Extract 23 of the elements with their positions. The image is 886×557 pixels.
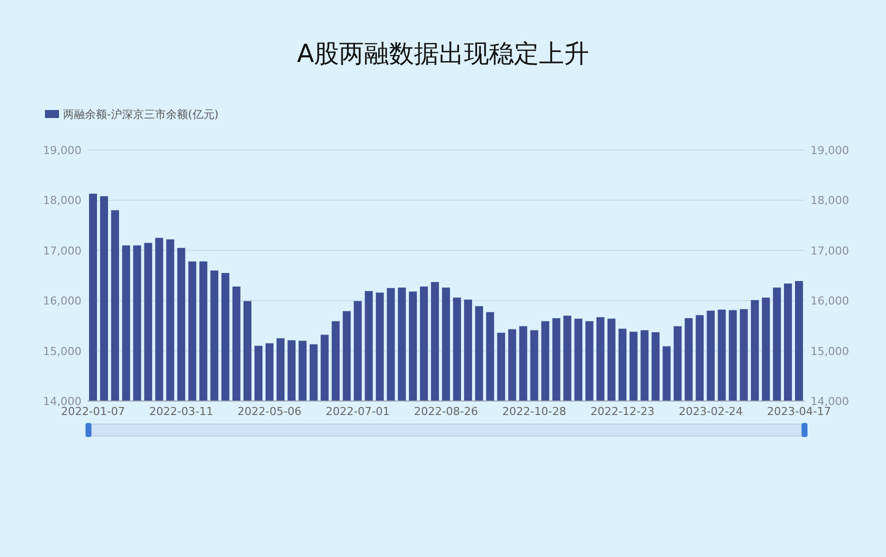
legend-label: 两融余额-沪深京三市余额(亿元)	[63, 108, 219, 121]
y-tick-label: 18,000	[43, 194, 82, 208]
y2-tick-label: 14,000	[810, 395, 849, 408]
x-tick-label: 2022-01-07	[61, 405, 125, 418]
y-tick-label: 17,000	[43, 244, 82, 258]
chart-title: A股两融数据出现稳定上升	[296, 39, 590, 68]
x-tick-label: 2022-03-11	[149, 405, 214, 418]
x-tick-label: 2023-04-17	[767, 405, 831, 418]
x-tick-label: 2022-12-23	[590, 405, 654, 418]
x-tick-label: 2022-08-26	[414, 405, 478, 418]
x-tick-label: 2022-05-06	[238, 405, 302, 418]
y2-tick-label: 18,000	[810, 194, 849, 208]
y2-tick-label: 19,000	[810, 144, 849, 157]
x-tick-label: 2022-07-01	[326, 405, 390, 418]
y-tick-label: 19,000	[43, 144, 82, 157]
y-tick-label: 16,000	[43, 294, 82, 308]
x-tick-label: 2022-10-28	[502, 405, 566, 418]
y2-tick-label: 15,000	[810, 344, 849, 358]
y-tick-label: 14,000	[43, 395, 82, 408]
y2-tick-label: 17,000	[810, 244, 849, 258]
y2-tick-label: 16,000	[810, 294, 849, 308]
y-tick-label: 15,000	[43, 344, 82, 358]
x-tick-label: 2023-02-24	[678, 405, 743, 418]
